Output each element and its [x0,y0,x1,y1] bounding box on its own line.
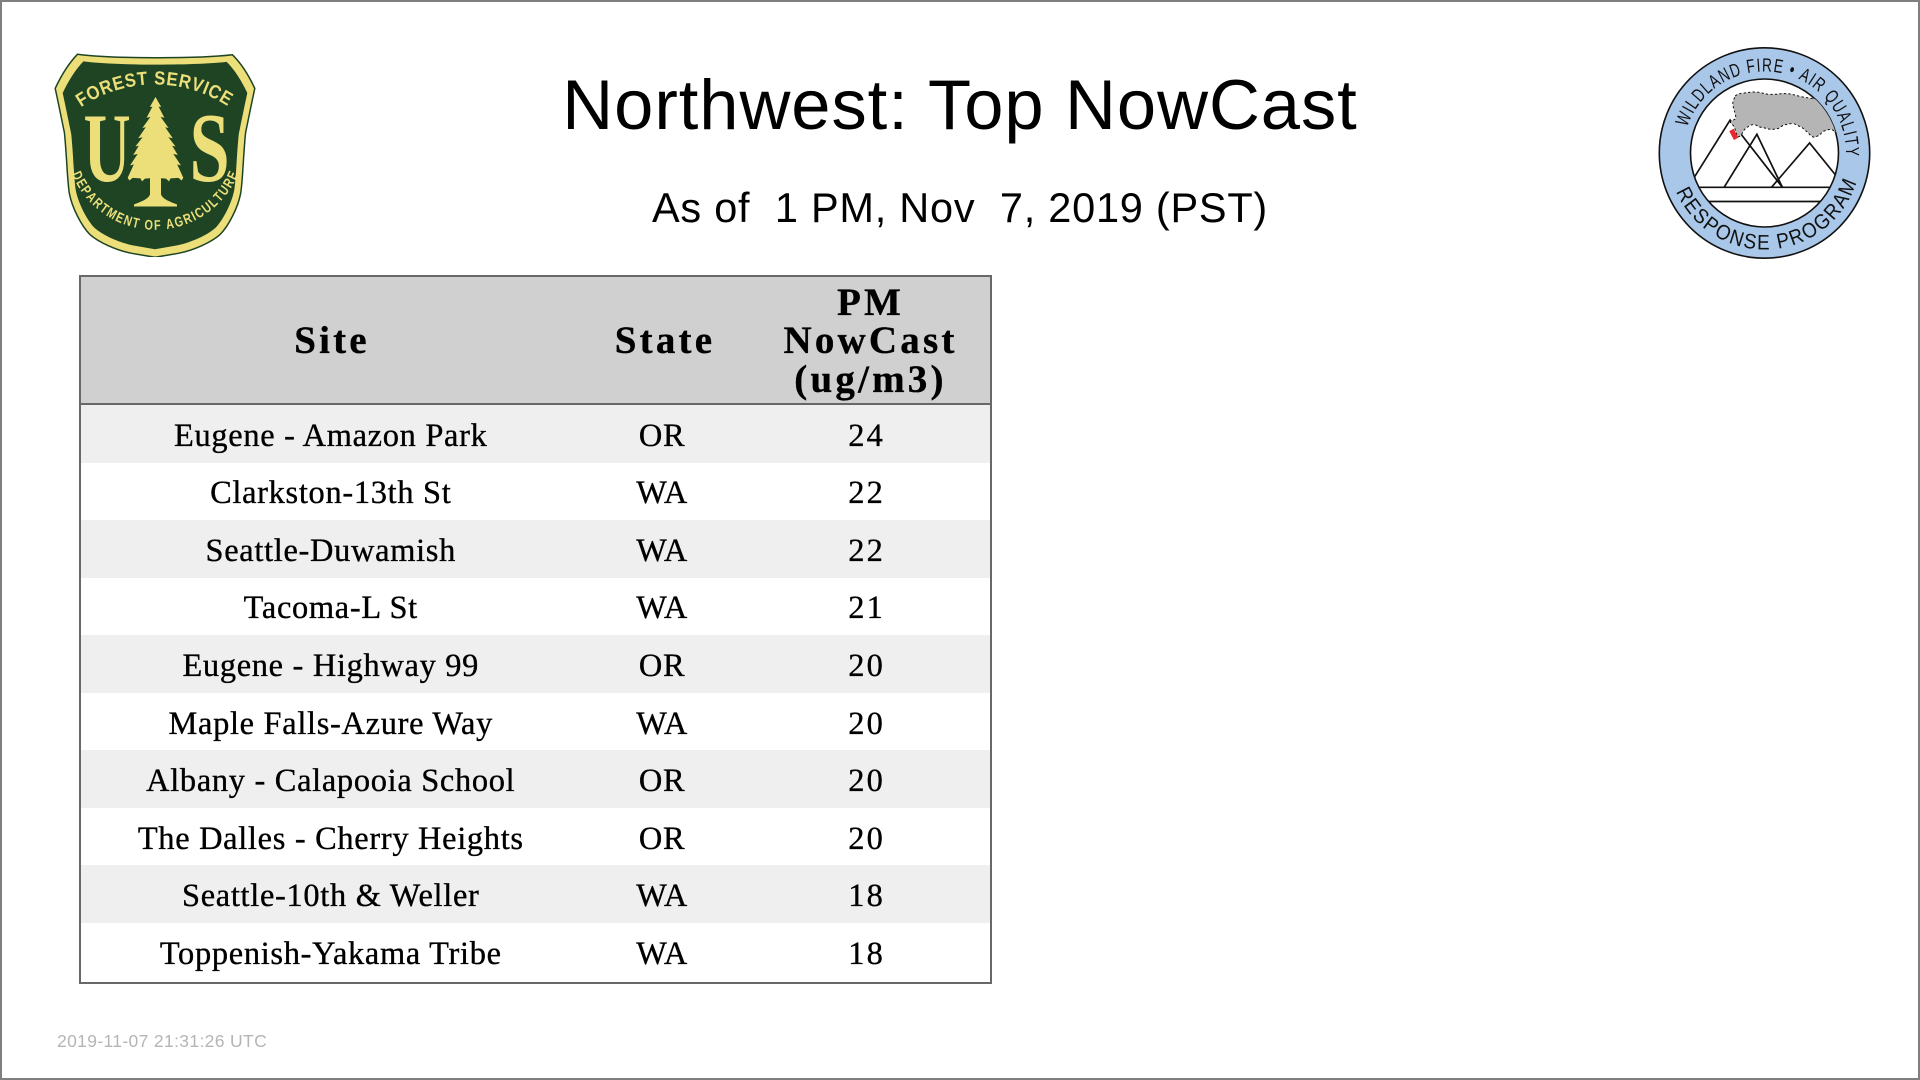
svg-text:•: • [1786,59,1798,81]
svg-text:T: T [136,68,148,90]
svg-text:R: R [1762,54,1773,76]
svg-text:E: E [165,68,179,90]
svg-text:A: A [165,216,175,233]
svg-text:F: F [154,217,161,233]
svg-text:I: I [1839,129,1861,138]
svg-text:S: S [190,93,230,203]
svg-text:G: G [173,213,186,230]
svg-text:N: N [1726,226,1746,252]
svg-text:T: T [131,215,141,232]
svg-text:S: S [154,67,166,89]
svg-text:O: O [144,217,154,233]
svg-text:P: P [1775,229,1792,254]
svg-text:I: I [1756,54,1761,76]
svg-text:E: E [1757,232,1770,255]
svg-text:E: E [110,71,126,94]
svg-text:S: S [123,69,138,92]
svg-text:I: I [189,209,199,224]
svg-text:R: R [177,70,193,93]
svg-text:S: S [1742,230,1758,255]
svg-text:E: E [1772,55,1784,78]
svg-text:Y: Y [1841,147,1863,157]
svg-text:U: U [84,94,131,204]
svg-text:T: T [1840,135,1863,146]
svg-text:F: F [1745,55,1757,78]
